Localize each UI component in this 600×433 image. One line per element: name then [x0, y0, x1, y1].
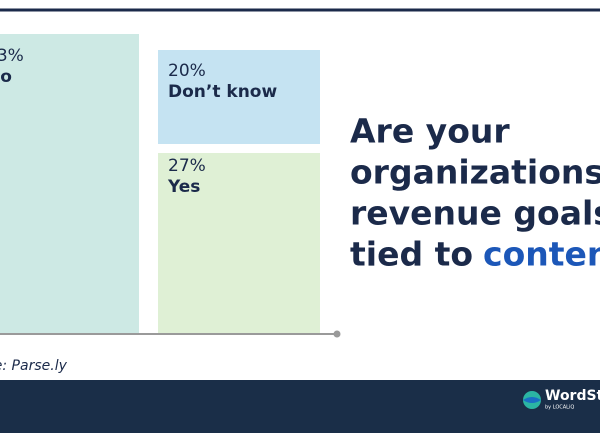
brand: WordStream [545, 388, 600, 404]
value-label: 20% [168, 61, 206, 81]
title-line: revenue goals [350, 194, 600, 233]
tile [158, 50, 320, 144]
value-label: 53% [0, 46, 24, 66]
title-line: tied to [350, 235, 473, 274]
category-label: Yes [167, 177, 200, 197]
tile [0, 34, 139, 334]
axis-end [333, 330, 341, 338]
title-line: Are your [350, 112, 510, 151]
tile [158, 153, 320, 334]
value-label: 27% [168, 156, 206, 176]
footer-band [0, 380, 600, 433]
title-line: organizations’ [350, 153, 600, 192]
title-highlight: content? [483, 235, 600, 274]
logo-wave [523, 397, 541, 403]
category-label: No [0, 67, 12, 87]
source: Source: Parse.ly [0, 358, 68, 374]
brand-sub: by LOCALiQ [545, 405, 574, 411]
plot: 53%No 20%Don’t know 27%Yes [0, 34, 320, 334]
category-label: Don’t know [168, 82, 277, 102]
